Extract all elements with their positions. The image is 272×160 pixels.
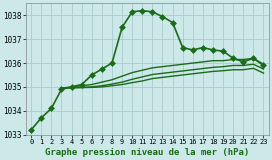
X-axis label: Graphe pression niveau de la mer (hPa): Graphe pression niveau de la mer (hPa) — [45, 148, 249, 156]
